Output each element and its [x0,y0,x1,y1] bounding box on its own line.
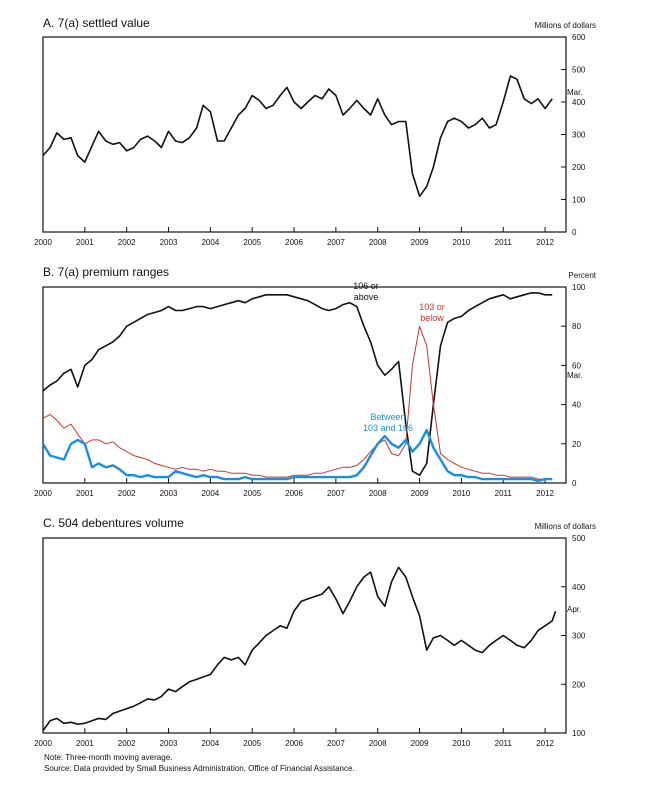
y-tick-label: 400 [572,583,586,592]
series-line-between-103-and-106 [41,428,553,483]
y-tick-label: 100 [572,283,586,292]
series-annotation: Between [370,412,405,422]
y-tick-label: 60 [572,361,581,370]
series-annotation: above [354,292,379,302]
panel-title: B. 7(a) premium ranges [43,265,169,279]
panel-title: A. 7(a) settled value [43,16,150,30]
x-tick-label: 2010 [453,238,471,247]
chart-note: Note: Three-month moving average. [44,753,173,762]
x-tick-label: 2003 [160,489,178,498]
x-tick-label: 2007 [327,489,345,498]
y-tick-label: 300 [572,131,586,140]
x-tick-label: 2009 [411,739,429,748]
y-tick-label: 200 [572,680,586,689]
x-tick-label: 2012 [536,489,554,498]
series-annotation: below [420,313,444,323]
x-tick-label: 2005 [243,739,261,748]
y-tick-label: 100 [572,196,586,205]
x-tick-label: 2002 [118,739,136,748]
x-tick-label: 2006 [285,238,303,247]
x-tick-label: 2007 [327,238,345,247]
y-tick-label: 0 [572,479,577,488]
x-tick-label: 2009 [411,489,429,498]
series-annotation: 103 and 106 [363,423,413,433]
y-tick-label: 600 [572,33,586,42]
y-tick-label: 500 [572,66,586,75]
unit-label: Millions of dollars [535,522,596,531]
series-line [42,75,553,198]
y-tick-label: 0 [572,228,577,237]
x-tick-label: 2000 [34,739,52,748]
x-tick-label: 2004 [201,739,219,748]
panel-title: C. 504 debentures volume [43,516,184,530]
end-date-label: Apr. [567,605,581,614]
x-tick-label: 2002 [118,238,136,247]
x-tick-label: 2011 [495,489,513,498]
x-tick-label: 2007 [327,739,345,748]
x-tick-label: 2009 [411,238,429,247]
plot-frame [42,36,567,233]
x-tick-label: 2005 [243,489,261,498]
x-tick-label: 2010 [453,739,471,748]
x-tick-label: 2003 [160,739,178,748]
x-tick-label: 2012 [536,238,554,247]
x-tick-label: 2000 [34,238,52,247]
x-tick-label: 2006 [285,489,303,498]
plot-frame [42,537,567,734]
series-line [42,566,557,732]
x-tick-label: 2001 [76,238,94,247]
y-tick-label: 40 [572,401,581,410]
plot-frame [42,286,567,484]
x-tick-label: 2006 [285,739,303,748]
x-tick-label: 2008 [369,238,387,247]
x-tick-label: 2010 [453,489,471,498]
series-line-103-or-below [42,325,553,480]
y-tick-label: 20 [572,440,581,449]
y-tick-label: 500 [572,534,586,543]
y-tick-label: 100 [572,729,586,738]
x-tick-label: 2003 [160,238,178,247]
x-tick-label: 2008 [369,489,387,498]
y-tick-label: 400 [572,98,586,107]
y-tick-label: 300 [572,632,586,641]
x-tick-label: 2008 [369,739,387,748]
x-tick-label: 2011 [495,238,513,247]
unit-label: Percent [568,271,596,280]
x-tick-label: 2004 [201,238,219,247]
series-line-106-or-above [42,292,553,476]
series-annotation: 106 or [353,281,379,291]
x-tick-label: 2001 [76,739,94,748]
x-tick-label: 2011 [495,739,513,748]
chart-source: Source: Data provided by Small Business … [44,764,355,773]
y-tick-label: 80 [572,322,581,331]
x-tick-label: 2004 [201,489,219,498]
end-date-label: Mar. [567,371,583,380]
x-tick-label: 2001 [76,489,94,498]
x-tick-label: 2005 [243,238,261,247]
y-tick-label: 200 [572,163,586,172]
end-date-label: Mar. [567,88,583,97]
x-tick-label: 2012 [536,739,554,748]
x-tick-label: 2000 [34,489,52,498]
series-annotation: 103 or [419,302,445,312]
x-tick-label: 2002 [118,489,136,498]
unit-label: Millions of dollars [535,21,596,30]
